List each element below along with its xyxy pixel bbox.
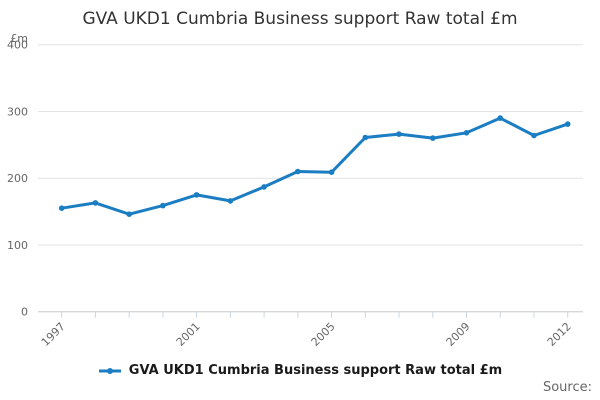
- legend-label: GVA UKD1 Cumbria Business support Raw to…: [128, 363, 503, 378]
- data-point-marker: [430, 135, 436, 141]
- y-tick-label: 200: [7, 172, 28, 185]
- y-tick-label: 0: [21, 306, 28, 319]
- x-tick-label: 2001: [174, 320, 203, 349]
- data-point-marker: [58, 205, 65, 211]
- legend-line-marker-icon: [98, 367, 121, 374]
- data-point-marker: [126, 211, 132, 217]
- data-point-marker: [362, 134, 369, 141]
- data-point-marker: [463, 130, 470, 136]
- y-axis-unit-label: £m: [10, 32, 28, 45]
- x-tick-label: 1997: [39, 320, 68, 349]
- y-tick-label: 300: [7, 105, 28, 118]
- x-tick-label: 2009: [444, 320, 473, 349]
- data-point-marker: [193, 192, 200, 198]
- y-tick-label: 100: [7, 239, 28, 252]
- series-line: [60, 116, 570, 216]
- source-label: Source:: [542, 380, 592, 395]
- y-tick-label: 400: [7, 39, 28, 52]
- data-point-marker: [160, 202, 166, 209]
- data-point-marker: [497, 115, 504, 121]
- data-point-marker: [396, 131, 402, 137]
- x-tick-label: 2012: [545, 320, 574, 349]
- data-point-marker: [92, 200, 99, 206]
- data-point-marker: [261, 184, 267, 190]
- data-point-marker: [531, 132, 537, 139]
- data-point-marker: [564, 121, 571, 127]
- legend-item[interactable]: GVA UKD1 Cumbria Business support Raw to…: [0, 363, 600, 378]
- data-point-marker: [227, 198, 234, 204]
- x-tick-label: 2005: [309, 320, 338, 349]
- data-point-marker: [328, 169, 335, 175]
- chart-title: GVA UKD1 Cumbria Business support Raw to…: [82, 9, 518, 29]
- data-point-marker: [295, 168, 301, 175]
